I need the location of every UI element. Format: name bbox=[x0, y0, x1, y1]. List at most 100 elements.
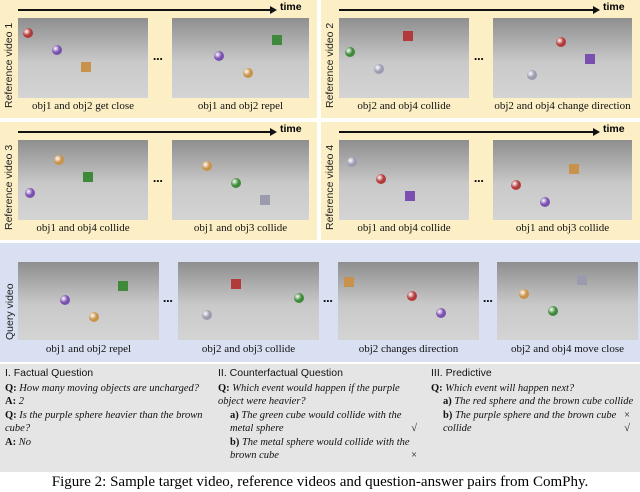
sphere bbox=[214, 51, 224, 61]
sphere bbox=[231, 178, 241, 188]
answer-mark: √ bbox=[624, 423, 630, 434]
answer-mark: × bbox=[624, 409, 630, 421]
question-title: II. Counterfactual Question bbox=[218, 367, 343, 379]
frame-caption: obj1 and obj2 repel bbox=[45, 343, 132, 355]
sphere bbox=[374, 64, 384, 74]
cube bbox=[577, 275, 587, 285]
question-line: Q: Which event will happen next? bbox=[431, 382, 634, 396]
prefix: Q: bbox=[431, 382, 443, 394]
ellipsis: ... bbox=[474, 170, 484, 185]
option-label: b) bbox=[443, 409, 453, 421]
question-title: III. Predictive bbox=[431, 367, 492, 379]
prefix: A: bbox=[5, 436, 17, 448]
answer-mark: √ bbox=[411, 423, 417, 434]
question-text: How many moving objects are uncharged? bbox=[19, 382, 200, 394]
answer-mark: × bbox=[411, 450, 417, 461]
prefix: Q: bbox=[5, 382, 17, 394]
option-text: The metal sphere would collide with the … bbox=[230, 436, 410, 462]
question-title: I. Factual Question bbox=[5, 367, 94, 379]
question-line: A: 2 bbox=[5, 395, 208, 409]
time-label: time bbox=[603, 123, 625, 135]
cube bbox=[118, 281, 128, 291]
sphere bbox=[347, 157, 357, 167]
video-frame bbox=[339, 140, 469, 220]
cube bbox=[585, 54, 595, 64]
option-text: The green cube would collide with the me… bbox=[230, 409, 402, 435]
option-line: b) The metal sphere would collide with t… bbox=[218, 436, 421, 463]
sphere bbox=[376, 174, 386, 184]
sphere bbox=[527, 70, 537, 80]
sphere bbox=[407, 291, 417, 301]
time-label: time bbox=[280, 123, 302, 135]
time-label: time bbox=[603, 1, 625, 13]
cube bbox=[231, 279, 241, 289]
sphere bbox=[54, 155, 64, 165]
option-line: a) The green cube would collide with the… bbox=[218, 409, 421, 436]
question-line: Q: Which event would happen if the purpl… bbox=[218, 382, 421, 409]
option-text: The purple sphere and the brown cube col… bbox=[443, 409, 617, 435]
question-line: A: No bbox=[5, 436, 208, 450]
ellipsis: ... bbox=[474, 48, 484, 63]
sphere bbox=[519, 289, 529, 299]
question-text: Which event would happen if the purple o… bbox=[218, 382, 400, 408]
video-label: Reference video 1 bbox=[3, 22, 15, 108]
frame-caption: obj2 and obj3 collide bbox=[201, 343, 296, 355]
time-arrow bbox=[18, 6, 277, 13]
question-line: Q: Is the purple sphere heavier than the… bbox=[5, 409, 208, 436]
sphere bbox=[25, 188, 35, 198]
video-label: Query video bbox=[4, 283, 16, 340]
video-frame bbox=[178, 262, 319, 340]
sphere bbox=[556, 37, 566, 47]
video-label: Reference video 4 bbox=[324, 144, 336, 230]
ellipsis: ... bbox=[163, 290, 173, 305]
cube bbox=[81, 62, 91, 72]
cube bbox=[272, 35, 282, 45]
question-text: Which event will happen next? bbox=[445, 382, 575, 394]
option-label: a) bbox=[230, 409, 239, 421]
cube bbox=[83, 172, 93, 182]
sphere bbox=[202, 310, 212, 320]
video-frame bbox=[172, 140, 309, 220]
frame-caption: obj1 and obj3 collide bbox=[193, 222, 288, 234]
sphere bbox=[511, 180, 521, 190]
question-text: No bbox=[18, 436, 31, 448]
sphere bbox=[294, 293, 304, 303]
sphere bbox=[52, 45, 62, 55]
ellipsis: ... bbox=[153, 170, 163, 185]
question-panel bbox=[0, 364, 640, 472]
video-frame bbox=[18, 18, 148, 98]
frame-caption: obj1 and obj3 collide bbox=[515, 222, 610, 234]
ellipsis: ... bbox=[323, 290, 333, 305]
time-arrow bbox=[18, 128, 277, 135]
frame-caption: obj1 and obj2 repel bbox=[197, 100, 284, 112]
video-frame bbox=[493, 18, 632, 98]
frame-caption: obj1 and obj2 get close bbox=[31, 100, 135, 112]
frame-caption: obj2 and obj4 collide bbox=[357, 100, 451, 112]
video-frame bbox=[18, 262, 159, 340]
question-text: Is the purple sphere heavier than the br… bbox=[5, 409, 203, 435]
option-line: a) The red sphere and the brown cube col… bbox=[431, 395, 634, 421]
sphere bbox=[60, 295, 70, 305]
question-text: 2 bbox=[18, 396, 24, 407]
time-arrow bbox=[339, 6, 600, 13]
sphere bbox=[540, 197, 550, 207]
frame-caption: obj1 and obj4 collide bbox=[357, 222, 451, 234]
sphere bbox=[202, 161, 212, 171]
figure-caption: Figure 2: Sample target video, reference… bbox=[51, 474, 589, 490]
option-label: a) bbox=[443, 396, 452, 407]
sphere bbox=[345, 47, 355, 57]
video-frame bbox=[338, 262, 479, 340]
frame-caption: obj2 and obj4 move close bbox=[510, 343, 625, 355]
video-frame bbox=[172, 18, 309, 98]
frame-caption: obj2 changes direction bbox=[358, 343, 459, 355]
video-frame bbox=[497, 262, 638, 340]
time-arrow bbox=[339, 128, 600, 135]
sphere bbox=[548, 306, 558, 316]
sphere bbox=[89, 312, 99, 322]
cube bbox=[405, 191, 415, 201]
video-frame bbox=[18, 140, 148, 220]
time-label: time bbox=[280, 1, 302, 13]
question-line: Q: How many moving objects are uncharged… bbox=[5, 382, 208, 396]
prefix: Q: bbox=[5, 409, 17, 421]
